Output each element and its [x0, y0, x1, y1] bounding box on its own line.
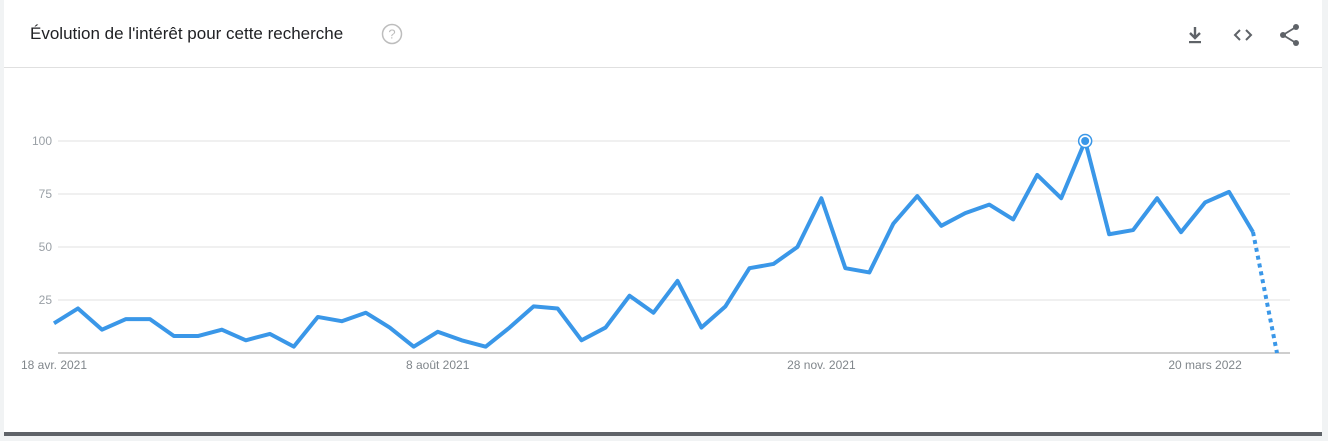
data-point	[1251, 230, 1255, 234]
data-point	[699, 326, 703, 330]
data-point	[220, 328, 224, 332]
help-circle-icon[interactable]: ?	[381, 23, 403, 45]
data-point	[412, 345, 416, 349]
data-point	[52, 321, 56, 325]
data-point	[604, 326, 608, 330]
data-point	[1155, 196, 1159, 200]
data-point	[556, 306, 560, 310]
card-title: Évolution de l'intérêt pour cette recher…	[30, 24, 344, 43]
data-point	[867, 270, 871, 274]
data-point	[843, 266, 847, 270]
data-point	[939, 224, 943, 228]
peak-marker	[1081, 137, 1090, 145]
data-point	[124, 317, 128, 321]
data-point	[532, 304, 536, 308]
data-point	[819, 196, 823, 200]
line-chart: 25 50 75 100 18 avr. 2021 8 août 2021 28 nov. …	[21, 133, 1290, 372]
y-tick-label: 75	[39, 187, 53, 201]
data-point	[795, 245, 799, 249]
data-point	[1011, 217, 1015, 221]
embed-code-icon[interactable]	[1230, 22, 1256, 48]
data-point	[1179, 230, 1183, 234]
data-point	[891, 222, 895, 226]
series-line-partial	[1251, 231, 1279, 354]
card-header: Évolution de l'intérêt pour cette recher…	[4, 0, 1322, 68]
data-point	[508, 326, 512, 330]
x-tick-label: 20 mars 2022	[1168, 358, 1242, 372]
data-point	[436, 330, 440, 334]
data-point	[340, 319, 344, 323]
share-icon[interactable]	[1277, 22, 1303, 48]
data-point	[364, 311, 368, 315]
data-point	[1275, 351, 1279, 355]
data-point	[460, 338, 464, 342]
data-point	[1107, 232, 1111, 236]
data-point	[1227, 190, 1231, 194]
interest-over-time-card: Évolution de l'intérêt pour cette recher…	[4, 0, 1322, 436]
data-point	[987, 203, 991, 207]
data-point	[963, 211, 967, 215]
y-tick-label: 100	[32, 134, 52, 148]
data-point	[484, 345, 488, 349]
y-tick-label: 25	[39, 293, 53, 307]
data-point	[675, 279, 679, 283]
data-point	[100, 328, 104, 332]
data-point	[580, 338, 584, 342]
data-point	[1059, 196, 1063, 200]
data-point	[244, 338, 248, 342]
data-point	[723, 304, 727, 308]
data-point	[316, 315, 320, 319]
data-point	[292, 345, 296, 349]
data-point	[1131, 228, 1135, 232]
download-icon[interactable]	[1182, 22, 1208, 48]
data-point	[388, 326, 392, 330]
data-point	[76, 306, 80, 310]
x-tick-label: 8 août 2021	[406, 358, 470, 372]
data-point	[628, 294, 632, 298]
data-point	[771, 262, 775, 266]
data-point	[196, 334, 200, 338]
data-point	[747, 266, 751, 270]
x-tick-label: 18 avr. 2021	[21, 358, 87, 372]
data-point	[172, 334, 176, 338]
data-point	[652, 311, 656, 315]
y-tick-label: 50	[39, 240, 53, 254]
data-point	[1203, 200, 1207, 204]
series-line	[52, 139, 1255, 349]
x-tick-label: 28 nov. 2021	[787, 358, 856, 372]
data-point	[268, 332, 272, 336]
data-point	[915, 194, 919, 198]
data-point	[148, 317, 152, 321]
data-point	[1035, 173, 1039, 177]
svg-text:?: ?	[388, 27, 395, 42]
